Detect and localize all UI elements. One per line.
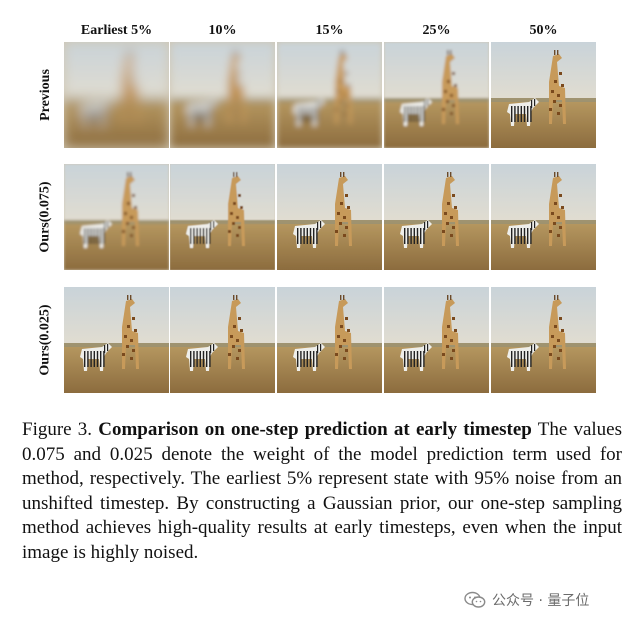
generated-image <box>64 42 169 148</box>
generated-image <box>277 287 382 393</box>
generated-image <box>170 164 275 270</box>
column-header-10: 10% <box>208 23 237 38</box>
watermark: 公众号 · 量子位 <box>464 588 589 612</box>
column-header-50: 50% <box>529 23 558 38</box>
figure-caption: Figure 3. Comparison on one-step predict… <box>22 418 622 565</box>
generated-image <box>491 164 596 270</box>
generated-image <box>491 287 596 393</box>
comparison-figure: Earliest 5% 10% 15% 25% 50% Previous Our… <box>38 23 596 393</box>
row-label-ours-0025: Ours(0.025) <box>38 304 54 376</box>
watermark-text: 公众号 · 量子位 <box>492 593 590 609</box>
wechat-icon <box>464 591 486 608</box>
row-label-previous: Previous <box>38 69 54 121</box>
figure-title: Comparison on one-step prediction at ear… <box>98 419 532 440</box>
column-header-earliest-5: Earliest 5% <box>80 23 153 38</box>
generated-image <box>384 287 489 393</box>
column-header-25: 25% <box>422 23 451 38</box>
generated-image <box>384 164 489 270</box>
column-header-15: 15% <box>315 23 344 38</box>
row-label-ours-0075: Ours(0.075) <box>38 181 54 253</box>
caption-body: The values 0.075 and 0.025 denote the we… <box>22 419 622 563</box>
generated-image <box>170 287 275 393</box>
generated-image <box>170 42 275 148</box>
generated-image <box>64 287 169 393</box>
generated-image <box>384 42 489 148</box>
generated-image <box>64 164 169 270</box>
generated-image <box>277 164 382 270</box>
generated-image <box>491 42 596 148</box>
figure-number: Figure 3. <box>22 419 93 440</box>
generated-image <box>277 42 382 148</box>
